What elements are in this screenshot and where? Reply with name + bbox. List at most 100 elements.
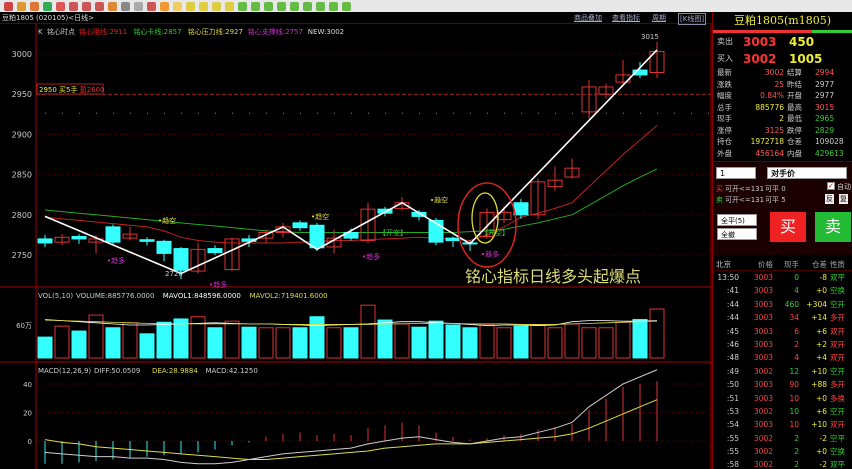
toolbar-icon-23[interactable] [303,1,312,11]
col-oi-change: 仓差 [812,260,827,269]
overlay-link[interactable]: 商品叠加 [574,14,602,22]
stat-label: 涨停 [717,125,732,135]
tick-type: 空换 [830,286,845,296]
toolbar-icon-8[interactable] [108,1,117,11]
toolbar-icon-12[interactable] [160,1,169,11]
price-type-select[interactable]: 对手价 [767,167,847,179]
tick-price: 3002 [753,406,773,416]
tick-oi-change: -8 [819,273,827,282]
candle-up [326,237,342,248]
tick-oi-change: -2 [819,460,827,469]
stat-value: 2829 [815,125,835,135]
stat-label: 幅度 [717,91,732,100]
toolbar-icon-7[interactable] [95,1,104,11]
tick-oi-change: +0 [815,447,827,457]
tick-price: 3003 [753,326,773,336]
toolbar-icon-15[interactable] [199,1,208,11]
toolbar-icon-1[interactable] [17,1,26,11]
toolbar-icon-14[interactable] [186,1,195,11]
chart-area[interactable]: 3000 2950 2900 2850 2800 2750 K 铭心时点 铭心阻线:2911 铭心… [0,0,712,469]
vol-title: VOL(5,10) [38,292,73,300]
toolbar-icon-18[interactable] [238,1,247,11]
toolbar-icon-0[interactable] [4,1,13,11]
repeat-button[interactable]: 复 [839,194,848,204]
tick-volume: 2 [794,447,799,457]
toolbar-icon-6[interactable] [82,1,91,11]
indicator-value: 铭心压力线:2927 [188,27,243,36]
price-tick-label: 2850 [12,171,32,180]
toolbar-icon-9[interactable] [121,1,130,11]
toolbar-icon-4[interactable] [56,1,65,11]
toolbar-icon-25[interactable] [329,1,338,11]
volume-bar [139,333,155,359]
ask-volume: 450 [789,34,815,49]
indicator-link[interactable]: 查看指标 [612,14,640,22]
level-dot [232,112,233,114]
candle-up [547,179,563,188]
toolbar-icon-17[interactable] [225,1,234,11]
reverse-button[interactable]: 反 [825,194,834,204]
bid-volume: 1005 [789,51,823,66]
stat-value: 885776 [755,102,784,112]
buy-button[interactable]: 买 [770,212,806,242]
vol-tick-label: 60万 [16,322,32,330]
tick-row: :44 3003 460 +304 空开 [713,298,852,311]
tick-volume: 34 [789,313,799,323]
volume-bar [615,321,631,359]
tick-volume: 2 [794,460,799,469]
tick-time: :48 [726,353,739,363]
tick-price: 3003 [753,353,773,363]
macd-tick-label: 20 [23,410,32,418]
level-dot [249,112,250,114]
toolbar-icon-16[interactable] [212,1,221,11]
period-link[interactable]: 周期 [652,14,666,22]
tick-type: 双平 [830,460,845,469]
tick-time: :41 [726,286,739,296]
indicator-k: K [38,28,43,36]
toolbar-icon-2[interactable] [30,1,39,11]
quantity-select[interactable]: 1 [716,167,756,179]
toolbar-icon-13[interactable] [173,1,182,11]
kline-link[interactable]: [K线图] [678,13,707,25]
cancel-all-button[interactable]: 全撤 [717,228,757,240]
volume-bar [122,322,138,359]
volume-bar [394,323,410,359]
order-profit: 盈2600 [80,86,105,94]
toolbar-icon-22[interactable] [290,1,299,11]
toolbar-icon-11[interactable] [147,1,156,11]
ask-label: 卖出 [717,37,733,46]
stat-label: 内盘 [787,148,802,158]
volume-bar [377,319,393,359]
volume-bar [207,327,223,359]
sell-button[interactable]: 卖 [815,212,851,242]
tick-time: :54 [726,420,739,430]
tick-type: 空开 [830,299,845,309]
tick-oi-change: +2 [815,339,827,349]
tick-time: :44 [726,313,739,323]
sell-tag: 卖 [716,196,723,204]
tick-price: 3003 [753,339,773,349]
tick-oi-change: +4 [815,353,827,363]
candle-up [581,86,597,113]
stat-value: 2977 [815,79,835,89]
macd-legend: DIFF:50.0509 [94,367,140,375]
tick-oi-change: +10 [811,366,827,376]
toolbar-icon-20[interactable] [264,1,273,11]
auto-checkbox[interactable]: ✓ [827,182,835,190]
toolbar-icon-24[interactable] [316,1,325,11]
toolbar-icon-5[interactable] [69,1,78,11]
toolbar-icon-10[interactable] [134,1,143,11]
tick-price: 3002 [753,447,773,457]
toolbar-icon-19[interactable] [251,1,260,11]
tick-header: 北京 价格 现手 仓差 性质 [713,259,852,271]
toolbar-icon-21[interactable] [277,1,286,11]
level-dot [487,112,488,114]
toolbar-icon-26[interactable] [342,1,351,11]
volume-bar [513,325,529,359]
stat-label: 仓差 [787,137,802,146]
vol-legend: VOLUME:885776.0000 [76,292,154,300]
tick-oi-change: -2 [819,433,827,443]
close-all-button[interactable]: 全平(5) [717,214,757,226]
volume-bar [462,327,478,359]
toolbar-icon-3[interactable] [43,1,52,11]
